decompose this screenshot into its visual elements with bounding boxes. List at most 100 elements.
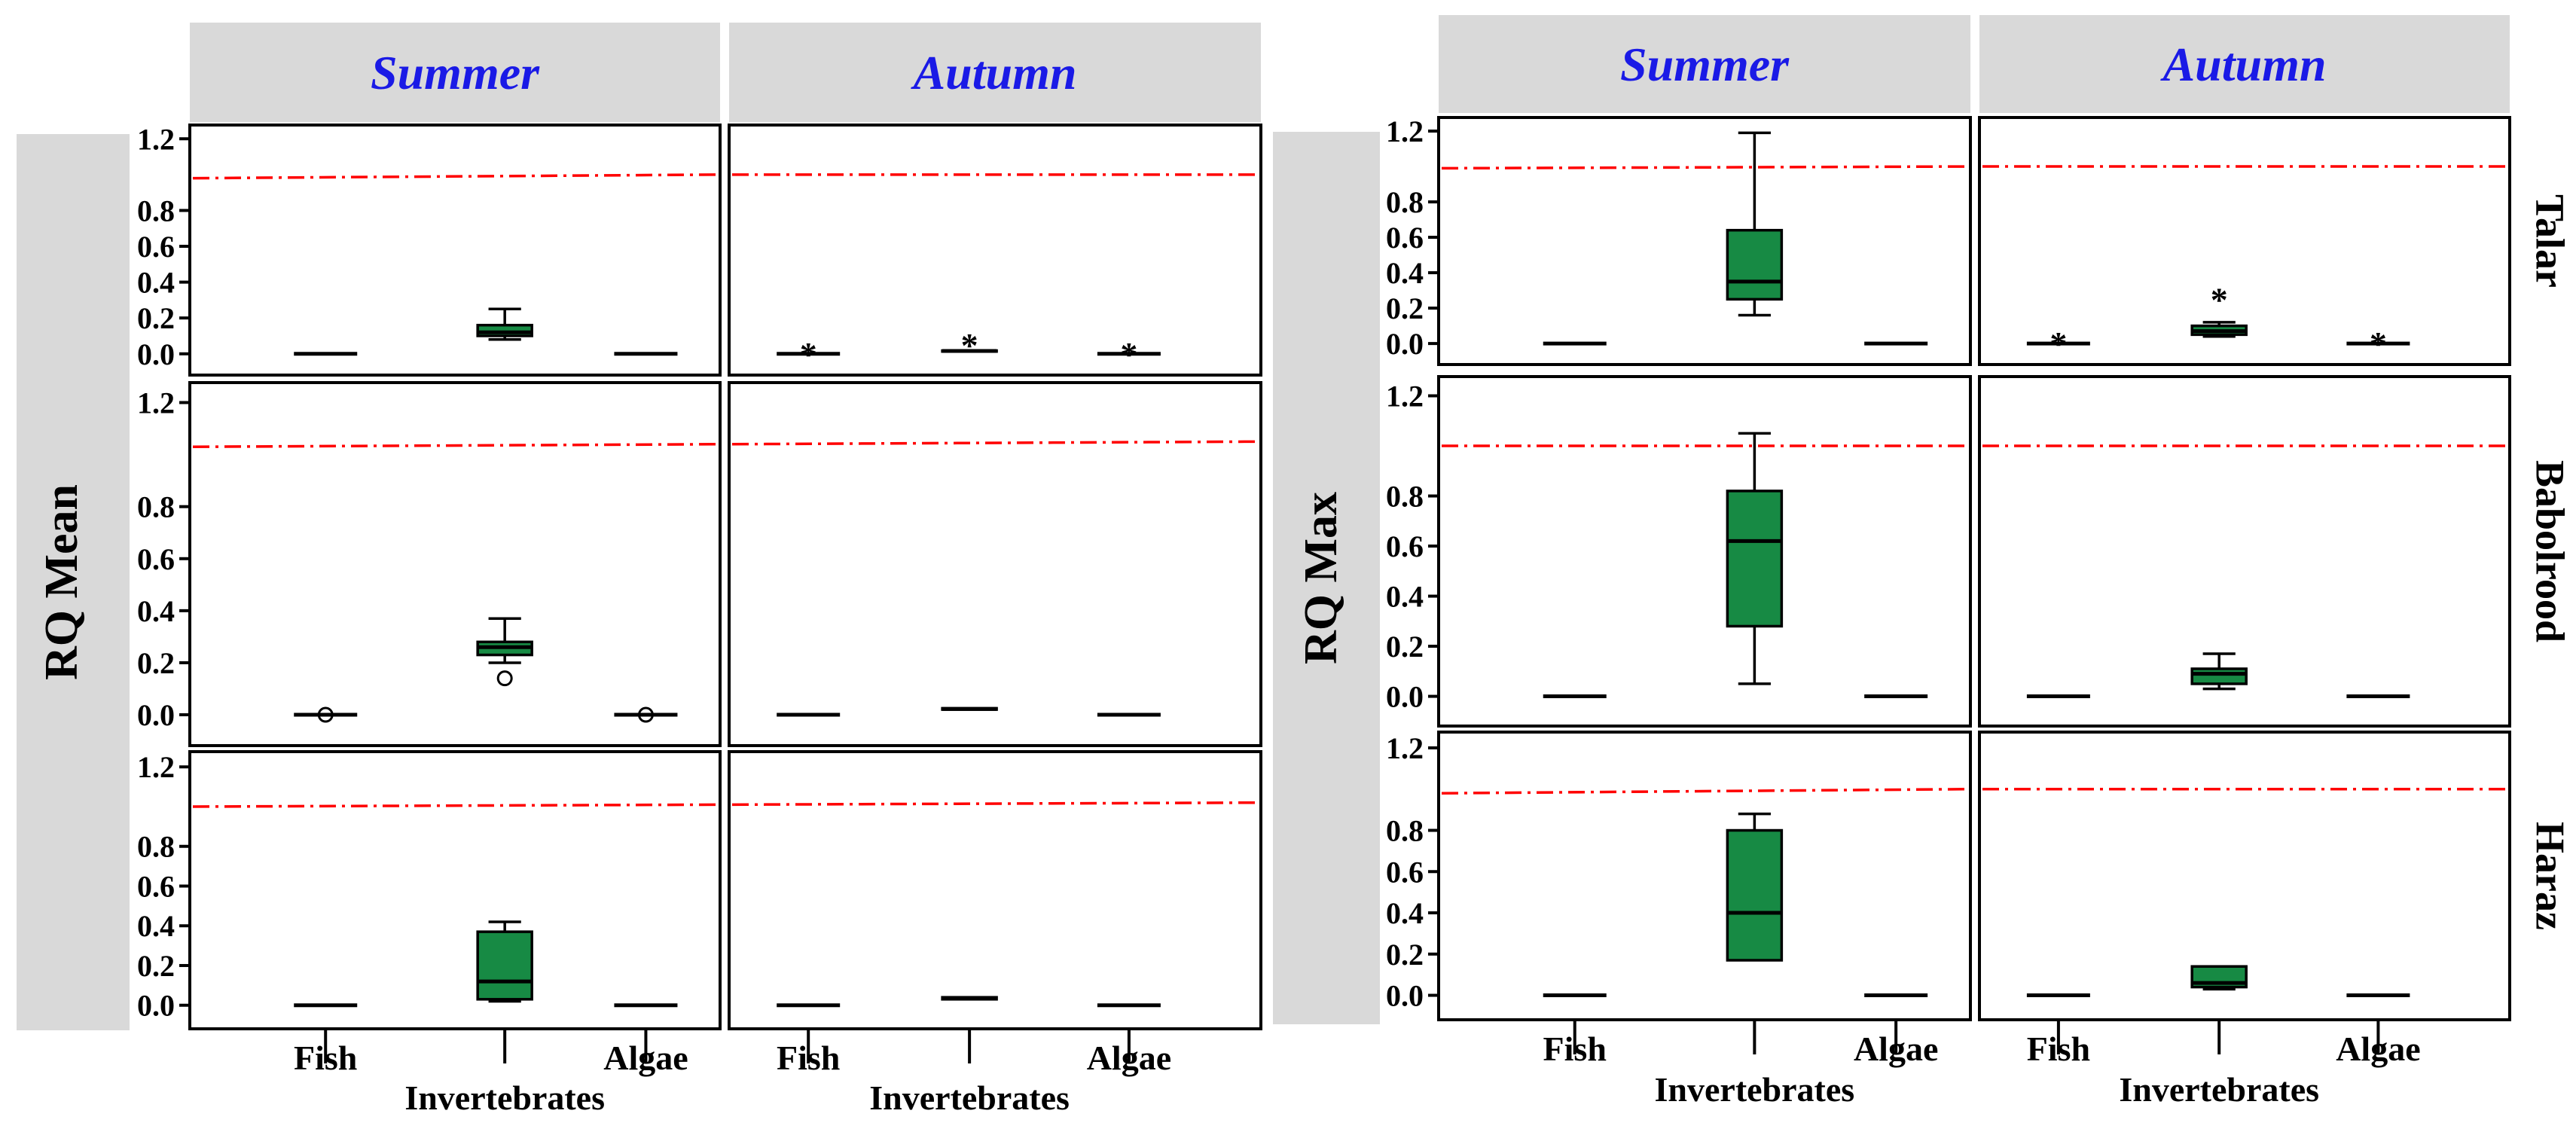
y-tick-label: 0.8 [137, 830, 175, 864]
y-tick-label: 0.8 [1386, 814, 1424, 848]
panel-frame [1978, 116, 2511, 366]
box-invertebrates: * [2190, 280, 2248, 338]
box-invertebrates [2190, 965, 2248, 991]
y-tick-label: 0.0 [137, 698, 175, 732]
column-strip-summer [190, 23, 720, 122]
column-strip-autumn [1979, 15, 2510, 113]
panel-frame [1437, 731, 1972, 1021]
y-tick-label: 0.0 [1386, 979, 1424, 1013]
box-iqr [1726, 828, 1784, 962]
x-tick-label-fish: Fish [2027, 1030, 2090, 1068]
box-iqr [1726, 490, 1784, 628]
y-tick-label: 0.4 [137, 594, 175, 628]
outlier-point [637, 706, 654, 723]
y-tick-label: 0.6 [137, 869, 175, 903]
box-invertebrates [476, 307, 533, 341]
extreme-point: * [1120, 335, 1137, 374]
extreme-point: * [800, 335, 817, 374]
x-tick-label-algae: Algae [2336, 1030, 2420, 1068]
box-iqr [476, 930, 533, 1001]
row-label-babolrood: Babolrood [2528, 460, 2573, 642]
y-tick-label: 0.8 [137, 194, 175, 227]
x-tick-label-invertebrates: Invertebrates [2119, 1070, 2319, 1109]
column-title-autumn: Autumn [2159, 38, 2326, 91]
x-tick-label-algae: Algae [1854, 1030, 1938, 1068]
box-iqr [1726, 228, 1784, 301]
box-iqr [2190, 667, 2248, 685]
panel-haraz-autumn: Fish Invertebrates Algae [728, 750, 1262, 1117]
y-tick-label: 0.4 [1386, 896, 1424, 930]
box-invertebrates [1726, 812, 1784, 962]
y-axis-strip [17, 134, 130, 1030]
panel-frame [728, 750, 1262, 1030]
y-tick-label: 1.2 [1386, 380, 1424, 413]
y-tick-label: 1.2 [137, 122, 175, 156]
reference-line [192, 443, 718, 448]
box-fish: * [2026, 325, 2090, 363]
box-invertebrates [2190, 652, 2248, 691]
y-tick-label: 0.2 [137, 646, 175, 680]
y-tick-label: 0.2 [137, 301, 175, 335]
box-algae: * [2346, 325, 2410, 363]
y-tick-label: 0.6 [1386, 221, 1424, 255]
y-tick-label: 0.6 [1386, 529, 1424, 563]
x-tick-label-fish: Fish [1543, 1030, 1607, 1068]
row-label-talar: Talar [2528, 194, 2573, 288]
panel-frame [1437, 375, 1972, 728]
reference-line [731, 801, 1259, 807]
extreme-point: * [2211, 280, 2228, 319]
reference-line [192, 803, 718, 808]
box-algae: * [1097, 335, 1161, 374]
panel-frame [1437, 116, 1972, 366]
panel-frame [188, 750, 722, 1030]
y-tick-label: 1.2 [137, 750, 175, 784]
y-tick-label: 0.6 [137, 230, 175, 264]
y-tick-label: 0.8 [1386, 480, 1424, 514]
panel-frame [188, 381, 722, 747]
box-invertebrates [1726, 131, 1784, 317]
panel-talar-summer: 0.00.20.40.60.8 1.2 [137, 122, 722, 377]
panel-babolrood-autumn [1978, 375, 2511, 728]
y-tick-label: 1.2 [1386, 731, 1424, 765]
x-tick-label-algae: Algae [603, 1039, 688, 1077]
y-axis-label: RQ Max [1296, 492, 1347, 664]
y-tick-label: 0.4 [137, 909, 175, 943]
box-invertebrates [476, 617, 533, 687]
y-tick-label: 0.4 [137, 266, 175, 300]
panel-frame [1978, 375, 2511, 728]
y-tick-label: 0.0 [1386, 680, 1424, 714]
reference-line [1441, 788, 1968, 795]
x-tick-label-fish: Fish [777, 1039, 840, 1077]
rq-max-chart: Summer Autumn RQ Max Talar Babolrood Haraz 0.0… [1273, 15, 2573, 1109]
reference-line [192, 173, 718, 180]
y-tick-label: 0.2 [1386, 630, 1424, 664]
box-invertebrates [1726, 432, 1784, 685]
extreme-point: * [2370, 325, 2387, 363]
box-fish: * [777, 335, 841, 374]
panel-haraz-autumn: Fish Invertebrates Algae [1978, 731, 2511, 1109]
row-label-haraz: Haraz [2528, 822, 2573, 930]
column-strip-summer [1439, 15, 1970, 113]
panel-babolrood-autumn [728, 381, 1262, 747]
reference-line [731, 440, 1259, 446]
panel-babolrood-summer: 0.0 0.2 0.4 0.6 0.8 1.2 [137, 381, 722, 747]
column-title-summer: Summer [1620, 38, 1790, 91]
panel-talar-autumn: * * * [1978, 116, 2511, 366]
y-tick-label: 0.2 [137, 949, 175, 983]
extreme-point: * [961, 326, 978, 365]
x-tick-label-invertebrates: Invertebrates [404, 1079, 605, 1117]
outlier-point [496, 670, 513, 687]
y-tick-label: 0.0 [137, 337, 175, 371]
y-tick-label: 1.2 [137, 386, 175, 420]
box-invertebrates [941, 706, 998, 711]
panel-frame [188, 124, 722, 377]
box-invertebrates [476, 920, 533, 1003]
y-tick-label: 0.8 [137, 490, 175, 524]
x-tick-label-algae: Algae [1087, 1039, 1171, 1077]
column-strip-autumn [729, 23, 1261, 122]
panel-frame [728, 381, 1262, 747]
y-tick-label: 1.2 [1386, 114, 1424, 148]
